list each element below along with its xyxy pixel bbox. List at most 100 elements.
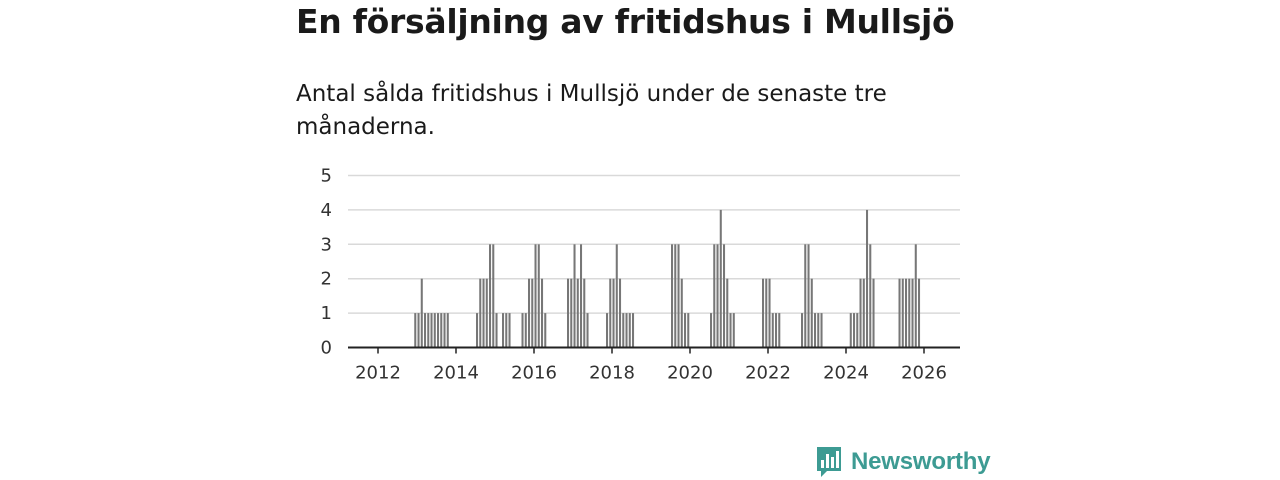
bar <box>719 209 722 348</box>
bar <box>817 313 820 348</box>
x-tick-label: 2016 <box>511 363 557 384</box>
bar <box>801 313 804 348</box>
bar <box>632 313 635 348</box>
bar <box>628 313 631 348</box>
bar <box>433 313 436 348</box>
bar <box>853 313 856 348</box>
bar <box>804 244 807 348</box>
bar <box>905 278 908 348</box>
bar <box>723 244 726 348</box>
bar <box>476 313 479 348</box>
bar <box>430 313 433 348</box>
bar <box>489 244 492 348</box>
bar <box>901 278 904 348</box>
bar <box>420 278 423 348</box>
bar <box>677 244 680 348</box>
x-tick-label: 2020 <box>667 363 713 384</box>
bar <box>583 278 586 348</box>
bar <box>820 313 823 348</box>
bar <box>908 278 911 348</box>
bars <box>414 209 921 348</box>
bar <box>615 244 618 348</box>
chart-subtitle: Antal sålda fritidshus i Mullsjö under d… <box>296 81 887 140</box>
bar <box>427 313 430 348</box>
bar <box>914 244 917 348</box>
x-tick-label: 2018 <box>589 363 635 384</box>
bar <box>612 278 615 348</box>
bar <box>898 278 901 348</box>
y-tick-label: 2 <box>321 269 332 290</box>
bar <box>814 313 817 348</box>
bar <box>911 278 914 348</box>
x-tick-label: 2012 <box>355 363 401 384</box>
bar <box>586 313 589 348</box>
bar <box>537 244 540 348</box>
bar <box>619 278 622 348</box>
bar <box>544 313 547 348</box>
bar <box>580 244 583 348</box>
bar <box>492 244 495 348</box>
x-tick-label: 2024 <box>823 363 869 384</box>
bar <box>726 278 729 348</box>
chart-title: En försäljning av fritidshus i Mullsjö <box>296 2 955 41</box>
bar <box>771 313 774 348</box>
bar <box>716 244 719 348</box>
x-tick-label: 2022 <box>745 363 791 384</box>
bar <box>534 244 537 348</box>
bar <box>606 313 609 348</box>
bar <box>485 278 488 348</box>
bar <box>674 244 677 348</box>
bar <box>713 244 716 348</box>
y-tick-label: 4 <box>321 200 332 221</box>
bar <box>437 313 440 348</box>
bar <box>775 313 778 348</box>
bar <box>505 313 508 348</box>
bar <box>625 313 628 348</box>
bar <box>869 244 872 348</box>
bar <box>567 278 570 348</box>
bar <box>680 278 683 348</box>
bar <box>849 313 852 348</box>
bar <box>732 313 735 348</box>
bar <box>684 313 687 348</box>
bar <box>541 278 544 348</box>
axes <box>348 346 960 354</box>
bar <box>918 278 921 348</box>
bar <box>508 313 511 348</box>
bar <box>710 313 713 348</box>
bar <box>414 313 417 348</box>
bar <box>687 313 690 348</box>
bar <box>524 313 527 348</box>
bar <box>856 313 859 348</box>
y-tick-label: 1 <box>321 303 332 324</box>
x-tick-label: 2026 <box>901 363 947 384</box>
bar <box>872 278 875 348</box>
bar <box>671 244 674 348</box>
bar <box>622 313 625 348</box>
bar <box>479 278 482 348</box>
bar <box>570 278 573 348</box>
y-tick-label: 3 <box>321 234 332 255</box>
bar <box>609 278 612 348</box>
bar <box>762 278 765 348</box>
tick-labels: 0 1 2 3 4 5 2012 2014 2016 2018 2020 2022 2024 2026 <box>321 166 947 384</box>
bar <box>810 278 813 348</box>
brand-logo: Newsworthy <box>815 445 991 479</box>
y-tick-label: 5 <box>321 166 332 187</box>
bar <box>866 209 869 348</box>
bar <box>482 278 485 348</box>
newsworthy-logo-icon <box>817 447 841 477</box>
bar <box>859 278 862 348</box>
bar <box>446 313 449 348</box>
bar <box>729 313 732 348</box>
bar <box>528 278 531 348</box>
bar <box>417 313 420 348</box>
bar <box>495 313 498 348</box>
bar <box>768 278 771 348</box>
bar <box>531 278 534 348</box>
bar <box>443 313 446 348</box>
bar <box>502 313 505 348</box>
bar <box>807 244 810 348</box>
bar <box>424 313 427 348</box>
